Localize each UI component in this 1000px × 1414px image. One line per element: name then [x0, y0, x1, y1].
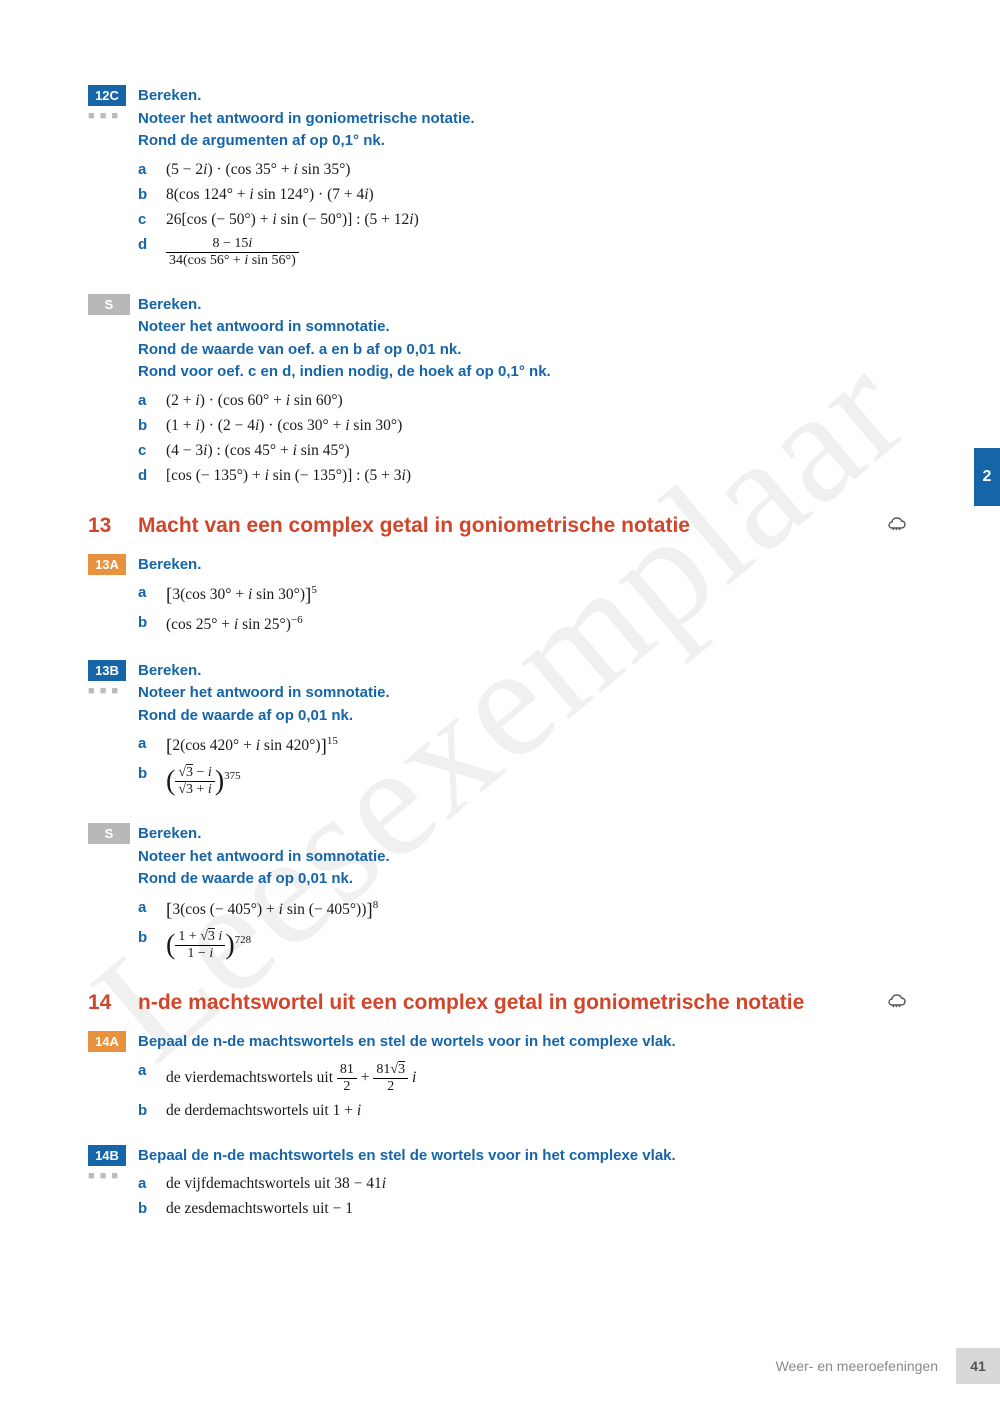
instruction: Bereken. Noteer het antwoord in somnotat… — [138, 823, 940, 891]
math-expr: 8 − 15i34(cos 56° + i sin 56°) — [166, 236, 299, 269]
difficulty-dots: ■ ■ ■ — [88, 1170, 138, 1182]
cloud-icon — [886, 514, 910, 538]
item-label: d — [138, 236, 166, 253]
badge-14a: 14A — [88, 1031, 126, 1052]
text: de vierdemachtswortels uit — [166, 1069, 337, 1086]
item-label: a — [138, 584, 166, 601]
exercise-13a: 13A Bereken. a [3(cos 30° + i sin 30°)]5… — [88, 554, 940, 642]
item-label: a — [138, 735, 166, 752]
footer-text: Weer- en meeroefeningen — [776, 1358, 938, 1374]
math-expr: [3(cos (− 405°) + i sin (− 405°))]8 — [166, 899, 378, 922]
instr-line: Bereken. — [138, 296, 201, 313]
item-label: b — [138, 1200, 166, 1217]
math-expr: 26[cos (− 50°) + i sin (− 50°)] : (5 + 1… — [166, 211, 419, 229]
instr-line: Noteer het antwoord in somnotatie. — [138, 684, 390, 701]
badge-13a: 13A — [88, 554, 126, 575]
exponent: 15 — [327, 735, 338, 747]
math-expr: de vierdemachtswortels uit 812 + 81√32 i — [166, 1062, 416, 1095]
item-label: b — [138, 765, 166, 782]
exercise-12c: 12C ■ ■ ■ Bereken. Noteer het antwoord i… — [88, 85, 940, 276]
instr-line: Bereken. — [138, 662, 201, 679]
cloud-icon — [886, 991, 910, 1015]
instr-line: Noteer het antwoord in goniometrische no… — [138, 110, 475, 127]
math-expr: (1 + √3 i1 − i)728 — [166, 929, 251, 962]
badge-12c: 12C — [88, 85, 126, 106]
exercise-14a: 14A Bepaal de n-de machtswortels en stel… — [88, 1031, 940, 1127]
instr-line: Noteer het antwoord in somnotatie. — [138, 318, 390, 335]
item-label: a — [138, 1175, 166, 1192]
item-label: a — [138, 161, 166, 178]
instr-line: Noteer het antwoord in somnotatie. — [138, 848, 390, 865]
item-label: b — [138, 614, 166, 631]
math-expr: [2(cos 420° + i sin 420°)]15 — [166, 735, 338, 758]
denominator: 2 — [337, 1079, 357, 1095]
difficulty-dots: ■ ■ ■ — [88, 110, 138, 122]
item-label: c — [138, 211, 166, 228]
instr-line: Rond voor oef. c en d, indien nodig, de … — [138, 363, 551, 380]
item-label: b — [138, 417, 166, 434]
instruction: Bepaal de n-de machtswortels en stel de … — [138, 1145, 940, 1168]
instr-line: Bereken. — [138, 87, 201, 104]
instr-line: Rond de waarde af op 0,01 nk. — [138, 707, 353, 724]
exercise-13s: S Bereken. Noteer het antwoord in somnot… — [88, 823, 940, 969]
item-label: a — [138, 899, 166, 916]
section-heading-14: 14 n-de machtswortel uit een complex get… — [88, 991, 940, 1015]
math-expr: 8(cos 124° + i sin 124°) · (7 + 4i) — [166, 186, 374, 204]
math-expr: (cos 25° + i sin 25°)−6 — [166, 614, 303, 634]
math-expr: (5 − 2i) · (cos 35° + i sin 35°) — [166, 161, 350, 179]
badge-s: S — [88, 294, 130, 315]
item-label: a — [138, 1062, 166, 1079]
math-expr: (4 − 3i) : (cos 45° + i sin 45°) — [166, 442, 350, 460]
item-label: b — [138, 1102, 166, 1119]
page-number: 41 — [956, 1348, 1000, 1384]
instr-line: Rond de waarde af op 0,01 nk. — [138, 870, 353, 887]
exponent: 728 — [235, 934, 252, 946]
math-expr: de derdemachtswortels uit 1 + i — [166, 1102, 361, 1120]
page-footer: Weer- en meeroefeningen 41 — [776, 1348, 1000, 1384]
math-expr: (√3 − i√3 + i)375 — [166, 765, 241, 798]
section-title: Macht van een complex getal in goniometr… — [138, 514, 886, 538]
numerator: 81 — [337, 1062, 357, 1079]
instr-line: Rond de waarde van oef. a en b af op 0,0… — [138, 341, 461, 358]
item-label: b — [138, 929, 166, 946]
difficulty-dots: ■ ■ ■ — [88, 685, 138, 697]
math-expr: (2 + i) · (cos 60° + i sin 60°) — [166, 392, 343, 410]
math-expr: de vijfdemachtswortels uit 38 − 41i — [166, 1175, 386, 1193]
exercise-12s: S Bereken. Noteer het antwoord in somnot… — [88, 294, 940, 492]
item-label: d — [138, 467, 166, 484]
section-heading-13: 13 Macht van een complex getal in goniom… — [88, 514, 940, 538]
section-number: 13 — [88, 514, 138, 538]
instruction: Bereken. Noteer het antwoord in somnotat… — [138, 294, 940, 384]
math-expr: [3(cos 30° + i sin 30°)]5 — [166, 584, 317, 607]
item-label: b — [138, 186, 166, 203]
badge-s: S — [88, 823, 130, 844]
exponent: 8 — [373, 899, 379, 911]
item-label: c — [138, 442, 166, 459]
section-number: 14 — [88, 991, 138, 1015]
math-expr: [cos (− 135°) + i sin (− 135°)] : (5 + 3… — [166, 467, 411, 485]
exercise-14b: 14B ■ ■ ■ Bepaal de n-de machtswortels e… — [88, 1145, 940, 1226]
instruction: Bereken. — [138, 554, 940, 577]
instruction: Bereken. Noteer het antwoord in goniomet… — [138, 85, 940, 153]
math-expr: de zesdemachtswortels uit − 1 — [166, 1200, 353, 1218]
instr-line: Rond de argumenten af op 0,1° nk. — [138, 132, 385, 149]
instr-line: Bereken. — [138, 825, 201, 842]
exponent: 5 — [311, 584, 317, 596]
page-content: 12C ■ ■ ■ Bereken. Noteer het antwoord i… — [0, 0, 1000, 1225]
exercise-13b: 13B ■ ■ ■ Bereken. Noteer het antwoord i… — [88, 660, 940, 806]
item-label: a — [138, 392, 166, 409]
denominator: 2 — [373, 1079, 408, 1095]
badge-14b: 14B — [88, 1145, 126, 1166]
exponent: 375 — [224, 770, 241, 782]
badge-13b: 13B — [88, 660, 126, 681]
instruction: Bepaal de n-de machtswortels en stel de … — [138, 1031, 940, 1054]
exponent: −6 — [291, 614, 303, 626]
math-expr: (1 + i) · (2 − 4i) · (cos 30° + i sin 30… — [166, 417, 402, 435]
section-title: n-de machtswortel uit een complex getal … — [138, 991, 886, 1015]
instruction: Bereken. Noteer het antwoord in somnotat… — [138, 660, 940, 728]
